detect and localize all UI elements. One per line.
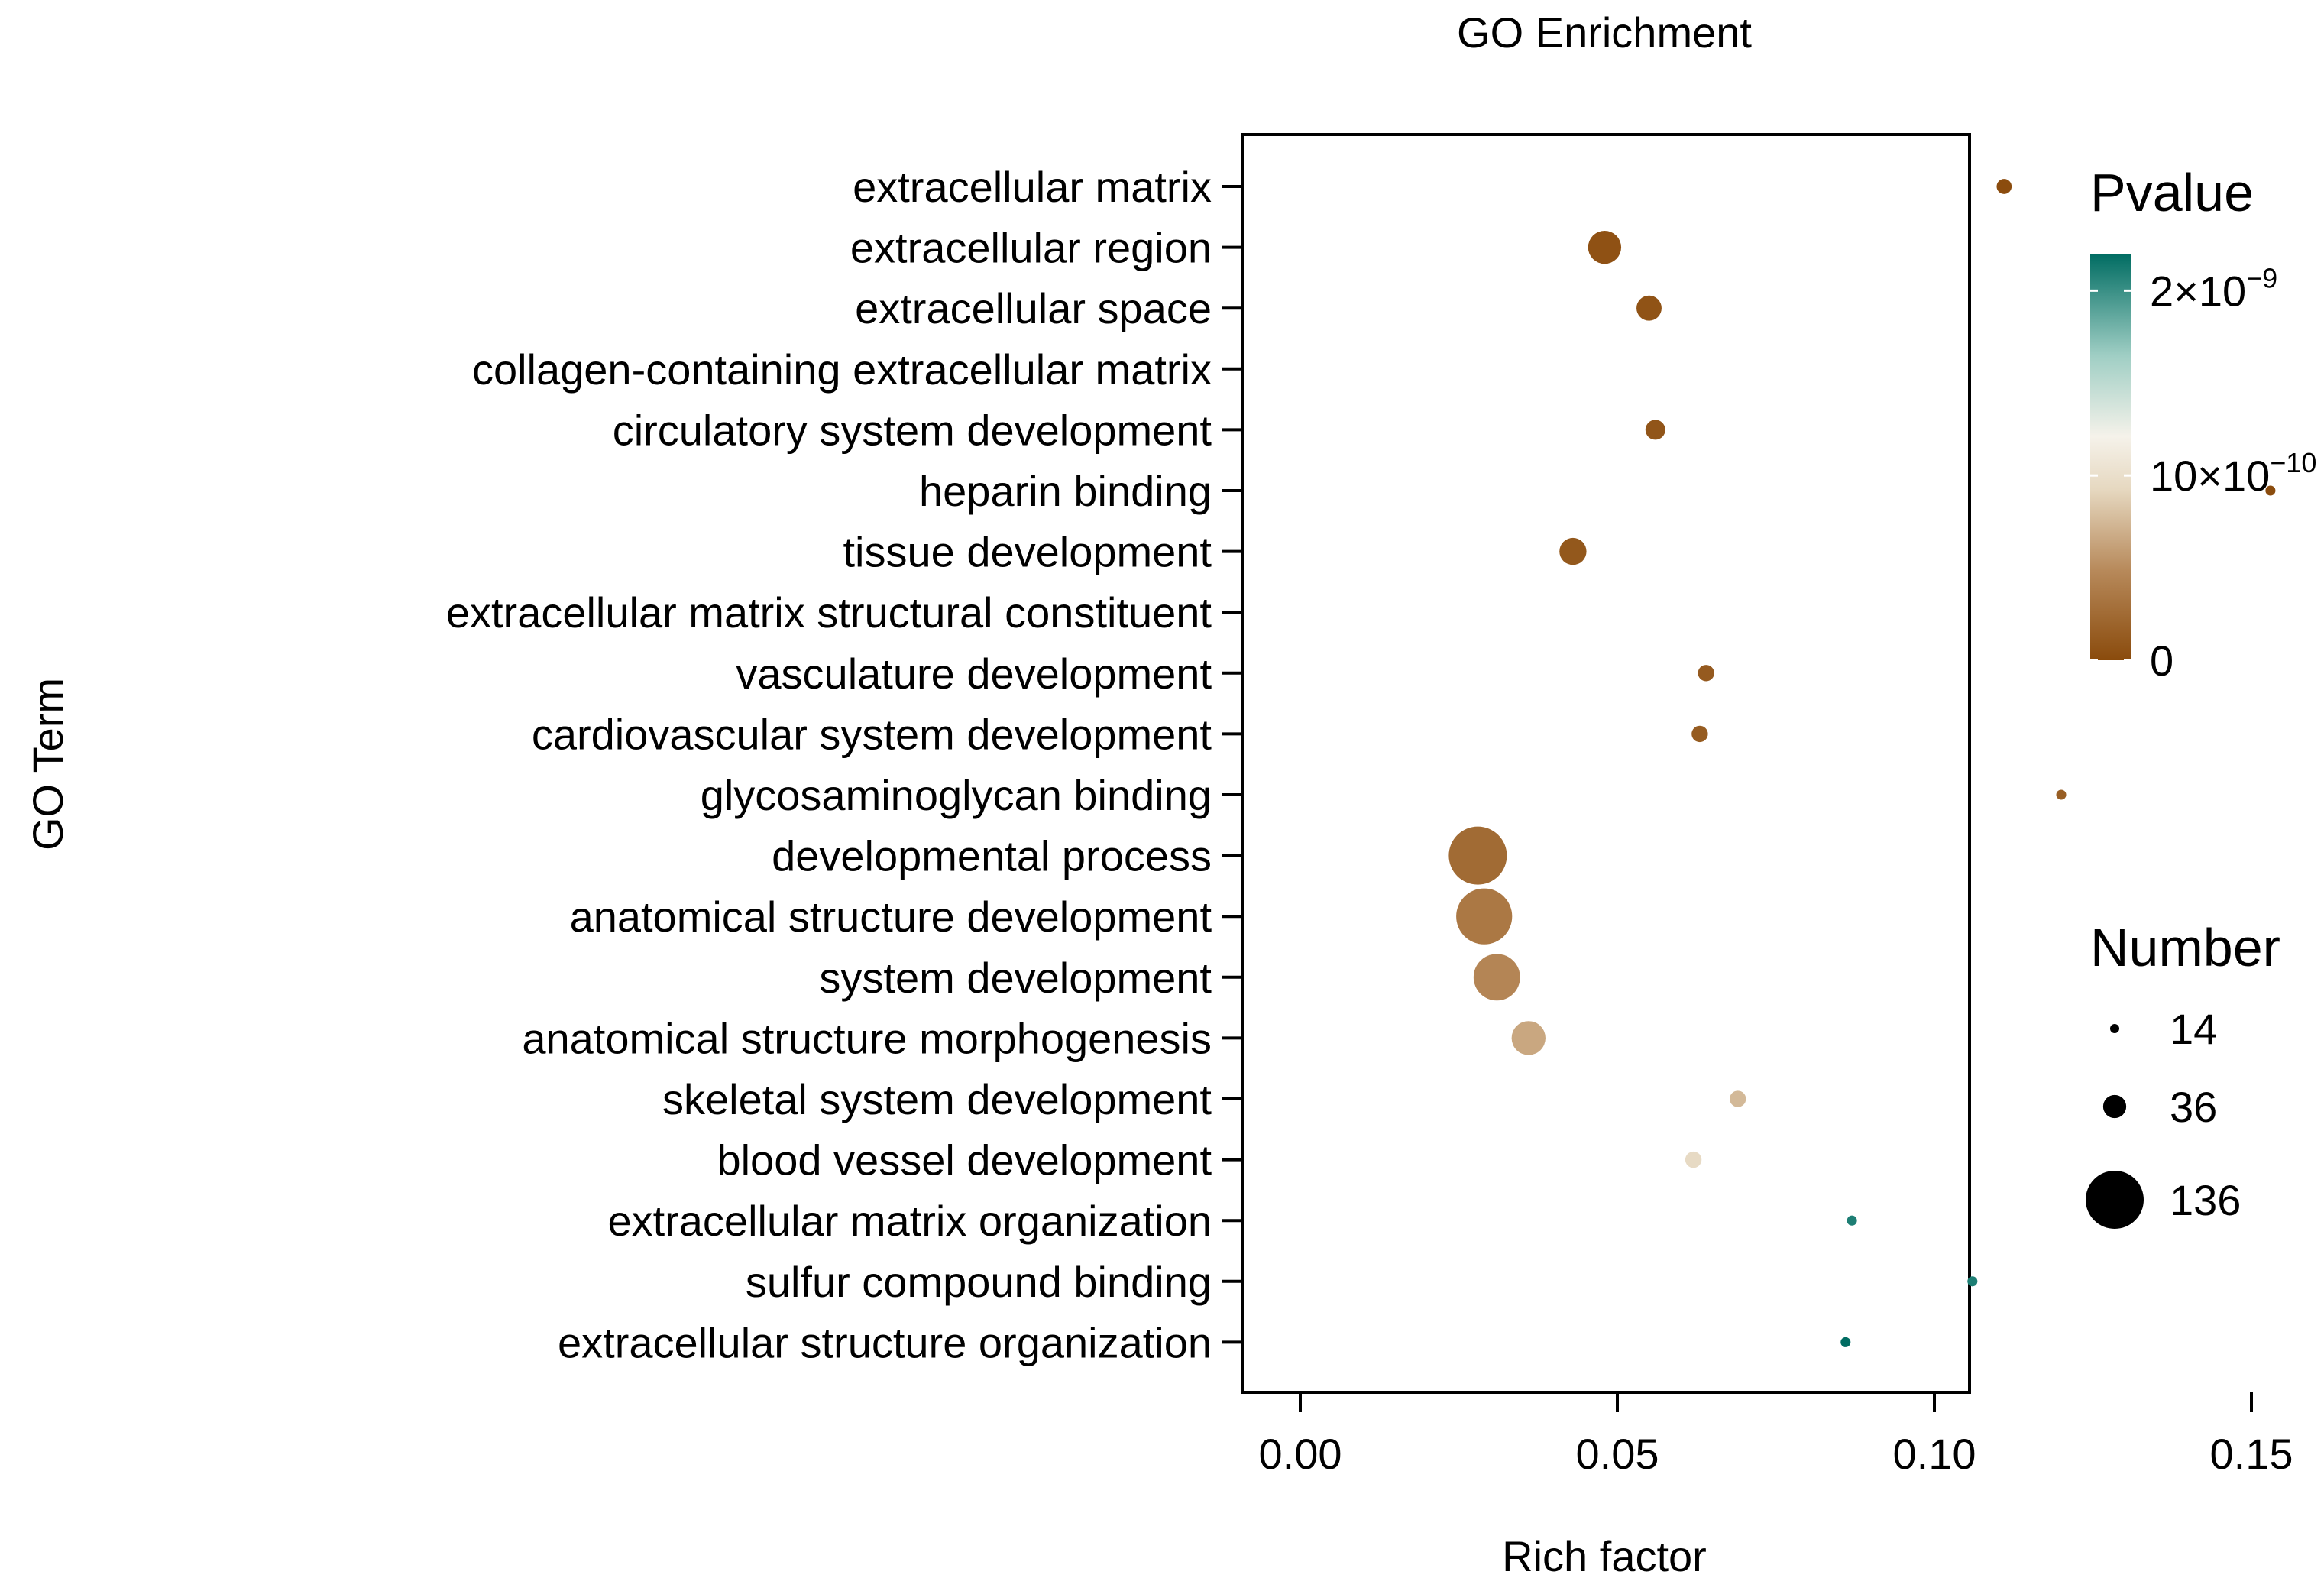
y-tick-label: extracellular structure organization (558, 1318, 1212, 1366)
data-point (1730, 1090, 1746, 1107)
data-point (1685, 1151, 1702, 1168)
y-tick-label: sulfur compound binding (746, 1258, 1212, 1306)
data-point (1847, 1215, 1857, 1226)
size-legend-dot (2102, 1094, 2127, 1119)
data-point (1996, 179, 2012, 194)
y-tick-label: tissue development (843, 528, 1212, 576)
plot-frame (1241, 133, 1971, 1394)
y-tick-label: developmental process (772, 832, 1212, 880)
data-point (2265, 485, 2276, 496)
y-tick-label: cardiovascular system development (532, 710, 1212, 758)
y-tick-label: vasculature development (736, 650, 1212, 698)
pvalue-legend-title: Pvalue (2090, 163, 2254, 222)
y-tick-label: system development (819, 954, 1212, 1002)
data-points (1448, 179, 2276, 1347)
data-point (1840, 1337, 1851, 1347)
colorbar-tick-label: 10×10−10 (2150, 447, 2316, 500)
data-point (1636, 295, 1662, 321)
data-point (1511, 1021, 1546, 1055)
x-tick-label: 0.10 (1893, 1430, 1976, 1478)
x-axis-label: Rich factor (1502, 1532, 1707, 1580)
data-point (1645, 420, 1665, 440)
data-point (1691, 725, 1708, 743)
y-tick-label: anatomical structure development (570, 893, 1212, 941)
size-legend-dot (2110, 1024, 2119, 1033)
data-point (1456, 888, 1513, 945)
x-tick-label: 0.05 (1576, 1430, 1659, 1478)
y-tick-label: extracellular matrix organization (607, 1197, 1212, 1245)
y-tick-label: collagen-containing extracellular matrix (472, 345, 1212, 394)
colorbar-tick-label: 2×10−9 (2150, 262, 2277, 315)
y-axis-label: GO Term (24, 678, 72, 851)
y-tick-label: blood vessel development (717, 1136, 1212, 1184)
x-tick-label: 0.15 (2210, 1430, 2293, 1478)
y-tick-label: skeletal system development (662, 1075, 1212, 1123)
size-legend-label: 36 (2170, 1083, 2217, 1131)
number-legend: Number 14 36 136 (2086, 918, 2280, 1229)
y-tick-label: extracellular region (850, 224, 1212, 272)
y-tick-label: anatomical structure morphogenesis (522, 1014, 1212, 1062)
y-tick-label: extracellular matrix (853, 163, 1212, 211)
pvalue-colorbar (2090, 254, 2131, 660)
data-point (2056, 789, 2067, 800)
size-legend-dot (2086, 1171, 2144, 1229)
x-axis: 0.000.050.100.150.20 (1259, 1392, 2293, 1478)
colorbar-tick-label: 0 (2150, 637, 2173, 685)
pvalue-legend: Pvalue 2×10−9 10×10−10 0 (2090, 163, 2316, 685)
number-legend-entries: 14 36 136 (2086, 1005, 2241, 1229)
chart-title: GO Enrichment (1457, 8, 1752, 57)
data-point (1559, 537, 1587, 565)
data-point (1698, 665, 1714, 682)
y-tick-label: extracellular matrix structural constitu… (446, 588, 1212, 637)
data-point (1448, 826, 1507, 885)
pvalue-colorbar-ticks: 2×10−9 10×10−10 0 (2090, 262, 2316, 685)
data-point (1588, 230, 1622, 264)
x-tick-label: 0.00 (1259, 1430, 1342, 1478)
y-tick-label: circulatory system development (613, 406, 1212, 454)
data-point (1473, 954, 1520, 1001)
data-point (1967, 1276, 1978, 1287)
number-legend-title: Number (2090, 918, 2280, 977)
size-legend-label: 14 (2170, 1005, 2217, 1053)
y-tick-label: glycosaminoglycan binding (701, 771, 1212, 819)
y-tick-label: heparin binding (919, 467, 1212, 515)
y-tick-label: extracellular space (855, 284, 1212, 332)
y-axis: extracellular matrix extracellular region… (446, 163, 1242, 1366)
size-legend-label: 136 (2170, 1176, 2241, 1224)
